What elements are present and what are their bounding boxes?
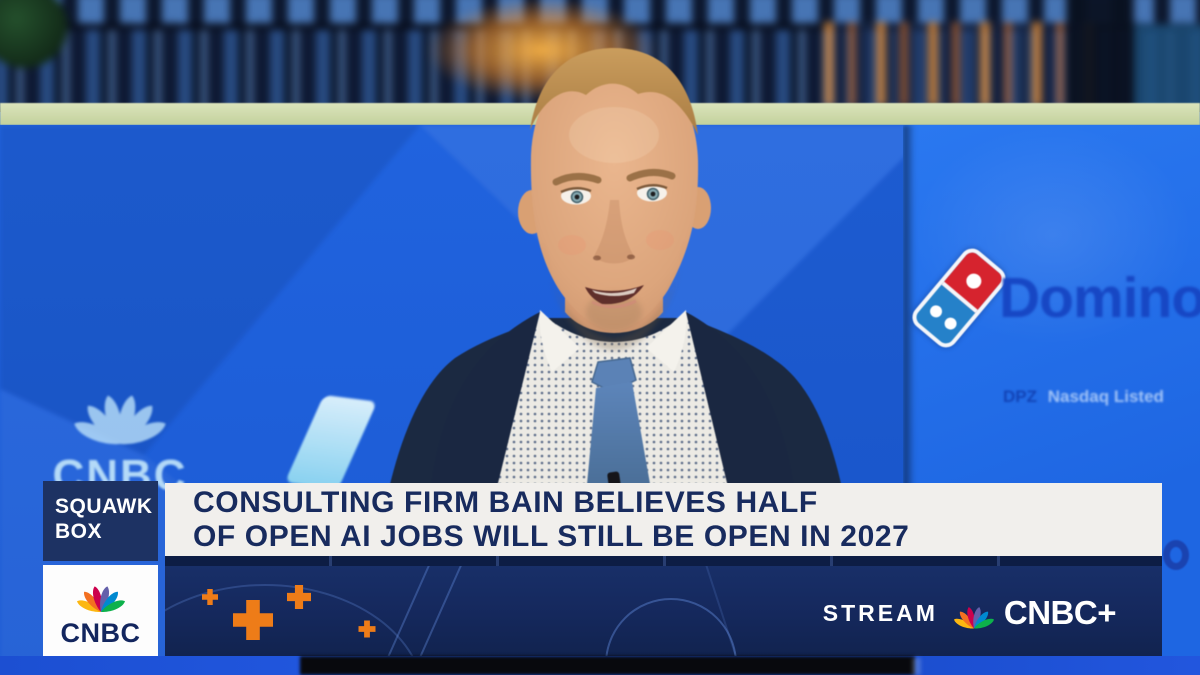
hair (530, 48, 698, 135)
network-logo-box: CNBC (43, 565, 158, 656)
cnbc-peacock-icon (74, 395, 166, 445)
jacket-lapels (430, 312, 795, 495)
guest-torso-shadow (300, 656, 921, 675)
dark-pillar (1066, 0, 1134, 112)
dominos-wordmark: Domino' (999, 266, 1200, 330)
ticker-symbol: DPZ (1003, 387, 1037, 406)
eyebrows (552, 169, 676, 186)
nose (593, 200, 635, 264)
band-circle-decoration (605, 598, 737, 656)
listing-label: Nasdaq Listed (1047, 387, 1164, 406)
mouth (585, 285, 644, 309)
banner-divider-strip (165, 556, 1162, 566)
eyes (560, 184, 668, 205)
dominos-ticker-line: DPZ Nasdaq Listed (1003, 387, 1164, 407)
stream-brand: CNBC+ (1003, 594, 1117, 631)
cnbc-peacock-icon (953, 606, 994, 628)
tie (586, 357, 652, 495)
network-wordmark: CNBC (60, 618, 141, 648)
cnbc-peacock-icon (76, 586, 125, 612)
partial-screen-letter (1163, 540, 1189, 570)
stream-label: STREAM (822, 599, 938, 626)
orange-lights (824, 22, 1094, 106)
show-badge-line2: BOX (55, 520, 103, 543)
face (530, 52, 699, 330)
promo-band: STREAM CNBC+ (165, 566, 1162, 656)
stream-promo: STREAM CNBC+ (822, 593, 1117, 633)
band-line-decoration (400, 566, 468, 656)
headline-banner: CONSULTING FIRM BAIN BELIEVES HALF OF OP… (165, 483, 1162, 556)
show-badge-line1: SQUAWK (55, 495, 153, 518)
headline-line2: OF OPEN AI JOBS WILL STILL BE OPEN IN 20… (193, 520, 910, 553)
show-badge: SQUAWK BOX (43, 481, 158, 561)
shirt-collar (539, 310, 687, 372)
tie-glint (912, 658, 921, 675)
bottom-scene-strip (0, 656, 1200, 675)
teal-panel (1134, 24, 1200, 112)
headline-line1: CONSULTING FIRM BAIN BELIEVES HALF (193, 486, 818, 519)
